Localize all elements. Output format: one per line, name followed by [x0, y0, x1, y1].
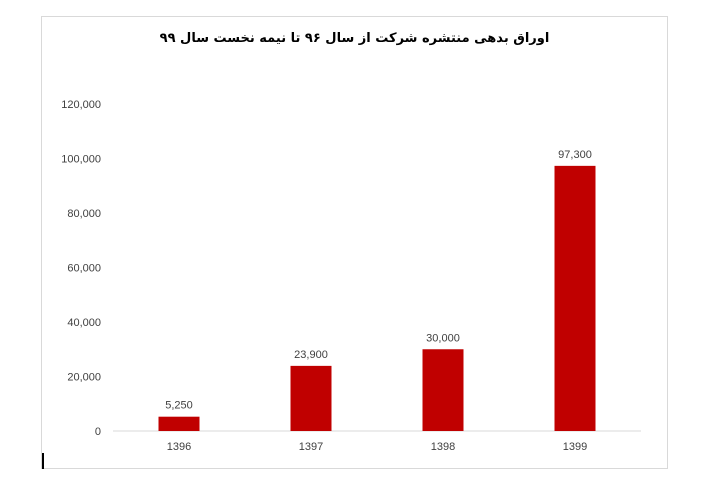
- text-cursor: [42, 453, 44, 469]
- bar-1396: [158, 416, 200, 431]
- bar-1398: [422, 349, 464, 431]
- bar-1399: [554, 165, 596, 432]
- y-tick-label: 0: [95, 426, 101, 438]
- data-label: 23,900: [294, 349, 328, 361]
- chart-title: اوراق بدهی منتشره شرکت از سال ۹۶ تا نیمه…: [159, 31, 550, 46]
- y-tick-label: 100,000: [61, 154, 101, 166]
- y-tick-label: 80,000: [67, 208, 101, 220]
- y-tick-label: 20,000: [67, 372, 101, 384]
- y-tick-label: 120,000: [61, 99, 101, 111]
- x-tick-label: 1399: [563, 441, 587, 453]
- data-label: 30,000: [426, 332, 460, 344]
- bar-1397: [290, 365, 332, 431]
- x-tick-label: 1398: [431, 441, 455, 453]
- y-tick-label: 60,000: [67, 263, 101, 275]
- x-tick-label: 1397: [299, 441, 323, 453]
- x-tick-label: 1396: [167, 441, 191, 453]
- data-label: 5,250: [165, 400, 193, 412]
- y-tick-label: 40,000: [67, 317, 101, 329]
- data-label: 97,300: [558, 149, 592, 161]
